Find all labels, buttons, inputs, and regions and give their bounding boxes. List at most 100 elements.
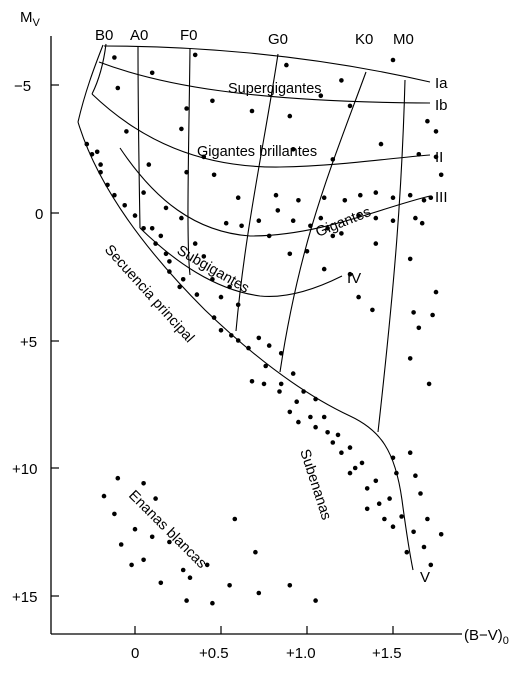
star-point bbox=[94, 149, 100, 155]
star-point bbox=[321, 414, 327, 420]
class-iv-tail bbox=[77, 44, 104, 123]
star-point bbox=[390, 57, 396, 63]
y-tick-label: −5 bbox=[14, 78, 31, 95]
star-point bbox=[378, 141, 384, 147]
star-point bbox=[418, 491, 423, 496]
class-label-v: V bbox=[420, 569, 430, 586]
star-point bbox=[301, 389, 306, 394]
star-point bbox=[330, 233, 336, 239]
class-ia-curve bbox=[103, 45, 431, 83]
star-point bbox=[411, 529, 416, 535]
star-point bbox=[287, 113, 293, 119]
star-point bbox=[101, 493, 107, 499]
star-point bbox=[413, 473, 418, 479]
star-point bbox=[204, 562, 210, 568]
star-point bbox=[232, 516, 238, 522]
star-point bbox=[407, 356, 413, 361]
star-point bbox=[158, 580, 164, 586]
star-point bbox=[313, 424, 318, 430]
star-point bbox=[177, 284, 182, 290]
star-point bbox=[313, 598, 318, 603]
star-point bbox=[313, 396, 318, 402]
star-point bbox=[407, 450, 413, 456]
class-ib-curve bbox=[98, 61, 431, 104]
star-point bbox=[249, 108, 255, 114]
star-point bbox=[211, 172, 217, 178]
star-point bbox=[229, 333, 234, 338]
x-tick-label: +1.5 bbox=[372, 645, 402, 662]
star-point bbox=[308, 414, 313, 420]
star-point bbox=[287, 583, 293, 588]
region-subgiants: Subgigantes bbox=[174, 243, 252, 297]
star-point bbox=[373, 215, 379, 221]
star-point bbox=[347, 445, 353, 450]
spectral-label-k0: K0 bbox=[355, 31, 373, 48]
a0-line bbox=[137, 45, 141, 229]
star-point bbox=[105, 182, 110, 188]
star-point bbox=[347, 271, 353, 277]
star-point bbox=[124, 129, 129, 134]
star-point bbox=[321, 195, 327, 200]
star-point bbox=[256, 590, 262, 596]
star-point bbox=[112, 55, 117, 60]
k0-line bbox=[279, 71, 367, 373]
star-point bbox=[210, 98, 215, 104]
class-v-curve bbox=[77, 121, 414, 571]
star-point bbox=[416, 152, 422, 157]
class-label-ii: II bbox=[435, 149, 443, 166]
star-point bbox=[433, 154, 439, 160]
star-point bbox=[218, 294, 224, 300]
star-points bbox=[84, 52, 444, 606]
star-point bbox=[227, 284, 232, 290]
star-point bbox=[158, 233, 164, 239]
star-point bbox=[382, 516, 387, 522]
b0-line bbox=[91, 43, 107, 95]
star-point bbox=[98, 162, 103, 167]
star-point bbox=[387, 496, 392, 501]
star-point bbox=[390, 524, 396, 529]
star-point bbox=[149, 534, 155, 540]
star-point bbox=[184, 169, 189, 175]
class-label-ia: Ia bbox=[435, 75, 448, 92]
star-point bbox=[330, 440, 336, 445]
star-point bbox=[425, 516, 430, 522]
star-point bbox=[235, 302, 241, 308]
star-point bbox=[211, 315, 217, 320]
star-point bbox=[201, 254, 207, 259]
star-point bbox=[356, 213, 361, 218]
star-point bbox=[129, 562, 134, 568]
star-point bbox=[290, 371, 296, 376]
star-point bbox=[179, 215, 184, 221]
star-point bbox=[153, 241, 158, 246]
star-point bbox=[194, 292, 200, 297]
star-point bbox=[261, 381, 267, 387]
star-point bbox=[339, 450, 344, 456]
star-point bbox=[273, 192, 279, 198]
star-point bbox=[335, 432, 341, 438]
x-tick-label: +1.0 bbox=[286, 645, 316, 662]
star-point bbox=[413, 215, 418, 221]
region-subdwarfs: Subenanas bbox=[296, 447, 334, 522]
star-point bbox=[112, 511, 117, 517]
star-point bbox=[294, 399, 300, 405]
star-point bbox=[407, 256, 413, 262]
star-point bbox=[132, 213, 138, 218]
star-point bbox=[325, 226, 330, 231]
star-point bbox=[275, 208, 281, 213]
star-point bbox=[167, 259, 172, 264]
star-point bbox=[296, 419, 301, 425]
region-white-dwarfs: Enanas blancas bbox=[125, 488, 209, 572]
star-point bbox=[318, 93, 324, 98]
star-point bbox=[277, 389, 282, 394]
x-tick-label: 0 bbox=[131, 645, 139, 662]
star-point bbox=[141, 226, 146, 231]
star-point bbox=[359, 460, 365, 466]
star-point bbox=[428, 195, 434, 200]
star-point bbox=[149, 226, 155, 231]
star-point bbox=[167, 539, 172, 545]
star-point bbox=[122, 203, 127, 208]
star-point bbox=[153, 496, 158, 501]
star-point bbox=[428, 562, 434, 568]
star-point bbox=[180, 277, 186, 282]
star-point bbox=[404, 549, 410, 555]
